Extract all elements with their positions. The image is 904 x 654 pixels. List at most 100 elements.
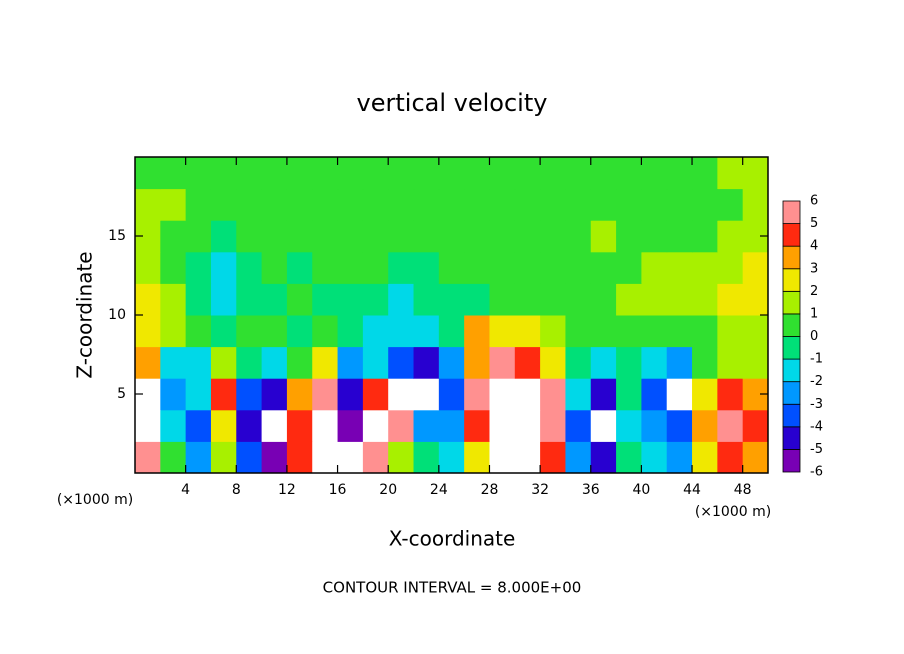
heat-cell: [590, 346, 617, 379]
heat-cell: [261, 188, 288, 221]
heat-cell: [692, 441, 718, 474]
heat-cell: [590, 409, 617, 442]
colorbar-box: [782, 449, 801, 473]
heat-cell: [742, 188, 769, 221]
heat-cell: [565, 441, 592, 474]
heat-cell: [666, 409, 693, 442]
heat-cell: [692, 409, 718, 442]
heat-cell: [362, 188, 389, 221]
heat-cell: [312, 251, 339, 284]
heat-cell: [337, 441, 364, 474]
heat-cell: [413, 315, 440, 348]
x-tick-label: 48: [734, 482, 752, 498]
heat-cell: [489, 346, 516, 379]
heat-cell: [160, 188, 187, 221]
heat-cell: [514, 441, 541, 474]
heat-cell: [185, 251, 212, 284]
heat-cell: [337, 220, 364, 253]
y-unit: (×1000 m): [57, 492, 133, 508]
heat-cell: [286, 157, 313, 190]
heat-cell: [438, 378, 465, 411]
heat-cell: [388, 283, 415, 316]
heat-cell: [641, 378, 668, 411]
y-axis-label: Z-coordinate: [73, 251, 97, 378]
heat-cell: [413, 251, 440, 284]
heat-cell: [160, 441, 187, 474]
x-unit: (×1000 m): [695, 504, 771, 520]
x-tick-label: 8: [232, 482, 241, 498]
heat-cell: [135, 441, 161, 474]
heat-cell: [388, 157, 415, 190]
heat-cell: [413, 378, 440, 411]
heat-cell: [616, 346, 642, 379]
x-tick-label: 36: [582, 482, 600, 498]
heat-cell: [666, 251, 693, 284]
heat-cell: [210, 409, 237, 442]
x-tick-label: 44: [683, 482, 701, 498]
heat-cell: [616, 251, 642, 284]
heat-cell: [514, 315, 541, 348]
heat-cell: [388, 188, 415, 221]
heat-cell: [489, 220, 516, 253]
colorbar-label: 2: [810, 284, 818, 299]
heat-cell: [337, 251, 364, 284]
colorbar-box: [782, 245, 801, 270]
heat-cell: [413, 409, 440, 442]
heat-cell: [438, 157, 465, 190]
heat-cell: [489, 409, 516, 442]
heat-cell: [616, 188, 642, 221]
heat-cell: [261, 378, 288, 411]
footer: CONTOUR INTERVAL = 8.000E+00: [323, 579, 582, 597]
heat-cell: [337, 157, 364, 190]
heat-cell: [616, 157, 642, 190]
colorbar-label: -2: [810, 374, 823, 389]
heat-cell: [742, 346, 769, 379]
heat-cell: [742, 441, 769, 474]
heat-cell: [540, 283, 566, 316]
heat-cell: [565, 409, 592, 442]
colorbar-label: -4: [810, 419, 823, 434]
heat-cell: [261, 409, 288, 442]
heat-cell: [362, 220, 389, 253]
heat-cell: [616, 220, 642, 253]
colorbar-label: -6: [810, 465, 823, 480]
heat-cell: [540, 157, 566, 190]
colorbar-label: 6: [810, 194, 818, 209]
heat-cell: [135, 251, 161, 284]
heat-cell: [413, 346, 440, 379]
heat-cell: [312, 157, 339, 190]
heat-cell: [210, 283, 237, 316]
heat-cell: [464, 157, 490, 190]
heat-cell: [641, 315, 668, 348]
heat-cell: [616, 441, 642, 474]
heat-cell: [590, 188, 617, 221]
heat-cell: [489, 378, 516, 411]
heat-cell: [540, 188, 566, 221]
heat-cell: [210, 188, 237, 221]
heat-cell: [438, 315, 465, 348]
heat-cell: [286, 220, 313, 253]
heat-cell: [540, 409, 566, 442]
heat-cell: [362, 409, 389, 442]
heat-cell: [692, 251, 718, 284]
heat-cell: [666, 220, 693, 253]
heat-cell: [717, 346, 744, 379]
heat-cell: [261, 157, 288, 190]
heat-cell: [540, 315, 566, 348]
colorbar-label: -5: [810, 442, 823, 457]
heat-cell: [337, 315, 364, 348]
heat-cell: [438, 220, 465, 253]
heat-cell: [717, 283, 744, 316]
heat-cell: [514, 346, 541, 379]
heat-cell: [286, 188, 313, 221]
heat-cell: [261, 283, 288, 316]
heat-cell: [464, 315, 490, 348]
heat-cell: [388, 346, 415, 379]
colorbar-box: [782, 223, 801, 247]
x-tick-label: 4: [181, 482, 190, 498]
heat-cell: [464, 409, 490, 442]
heat-cell: [362, 346, 389, 379]
heat-cell: [641, 283, 668, 316]
heat-cell: [464, 346, 490, 379]
heat-cell: [236, 251, 263, 284]
